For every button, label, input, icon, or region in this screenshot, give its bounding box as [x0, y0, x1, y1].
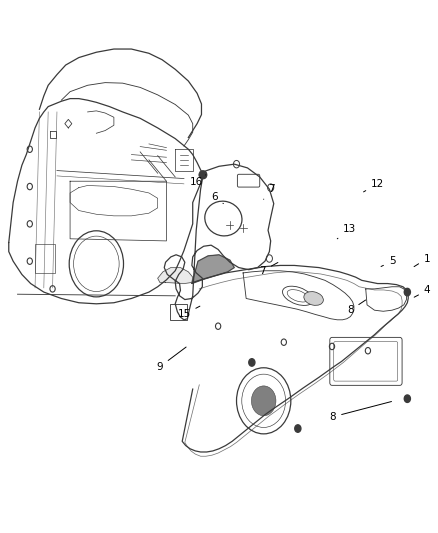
Text: 12: 12 [364, 179, 384, 192]
Polygon shape [158, 268, 193, 284]
Bar [170, 304, 187, 320]
Circle shape [404, 395, 410, 402]
Ellipse shape [304, 292, 323, 305]
Circle shape [251, 386, 276, 416]
Text: 1: 1 [414, 254, 431, 266]
Polygon shape [192, 255, 234, 284]
Bar [35, 244, 55, 273]
Circle shape [404, 288, 410, 296]
Text: 7: 7 [259, 263, 278, 276]
Text: 8: 8 [347, 300, 366, 315]
Circle shape [295, 425, 301, 432]
Circle shape [199, 171, 206, 179]
Text: 9: 9 [156, 347, 186, 372]
Text: 7: 7 [264, 184, 275, 199]
Text: 6: 6 [211, 192, 223, 204]
Circle shape [249, 359, 255, 366]
Text: 13: 13 [337, 224, 356, 239]
Text: 8: 8 [329, 401, 392, 422]
Text: 5: 5 [381, 256, 396, 266]
Circle shape [201, 171, 207, 179]
Text: 16: 16 [190, 175, 206, 187]
Text: 15: 15 [177, 306, 200, 319]
Text: 4: 4 [414, 286, 431, 297]
